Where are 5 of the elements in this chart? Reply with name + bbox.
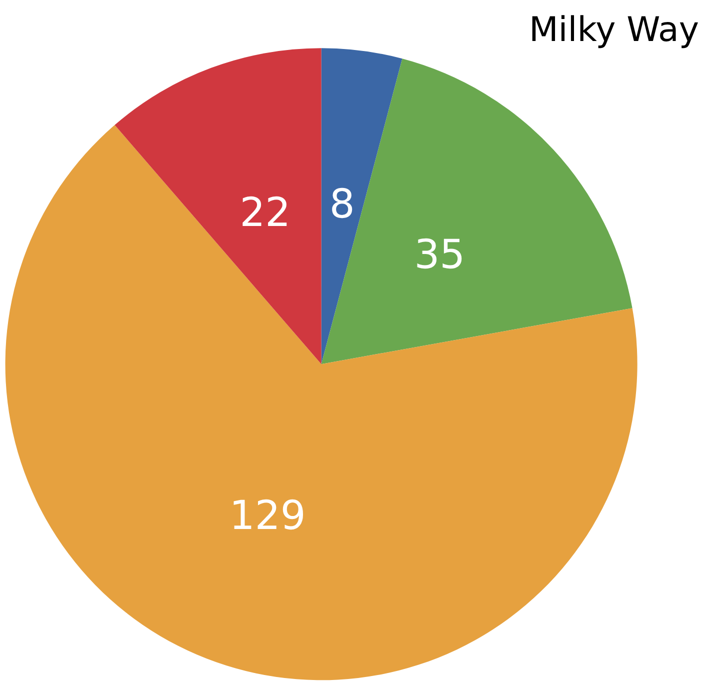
data-label: 22 <box>240 190 291 236</box>
chart-title: Milky Way <box>528 10 700 50</box>
data-label: 35 <box>414 232 466 278</box>
data-label: 129 <box>229 492 306 539</box>
data-label: 8 <box>329 181 355 228</box>
